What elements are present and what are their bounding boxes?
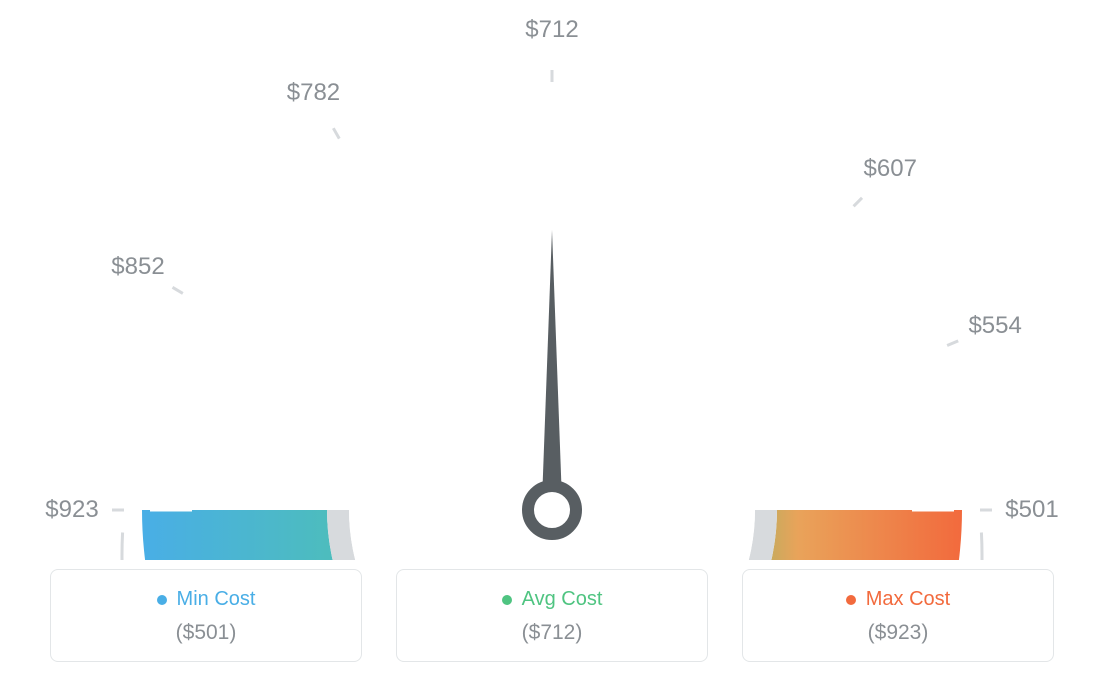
legend-card-avg: Avg Cost ($712): [396, 569, 708, 662]
legend-title-min: Min Cost: [157, 588, 256, 611]
legend-dot-max: [846, 595, 856, 605]
gauge-tick-label: $501: [1005, 496, 1058, 524]
gauge-tick-label: $554: [968, 312, 1021, 340]
legend-label-avg: Avg Cost: [522, 588, 603, 611]
gauge-tick: [851, 286, 886, 309]
gauge-tick: [415, 132, 429, 171]
gauge-tick: [622, 116, 630, 157]
legend-value-max: ($923): [753, 621, 1043, 645]
legend-card-min: Min Cost ($501): [50, 569, 362, 662]
legend: Min Cost ($501) Avg Cost ($712) Max Cost…: [0, 569, 1104, 662]
gauge-tick: [689, 138, 705, 177]
gauge-tick: [245, 250, 277, 277]
gauge-tick-label: $712: [525, 16, 578, 44]
gauge-tick: [205, 307, 241, 328]
gauge-tick: [751, 175, 774, 210]
gauge-tick: [157, 437, 198, 445]
legend-label-max: Max Cost: [866, 588, 950, 611]
gauge-needle: [543, 230, 562, 481]
legend-card-max: Max Cost ($923): [742, 569, 1054, 662]
gauge-chart: $501 $554 $607 $712 $782 $852 $923: [0, 0, 1104, 560]
gauge-svg: [0, 0, 1104, 560]
gauge-tick: [806, 225, 836, 255]
gauge-tick: [352, 161, 373, 197]
legend-label-min: Min Cost: [177, 588, 256, 611]
gauge-tick: [295, 201, 322, 233]
gauge-tick-label: $607: [864, 155, 917, 183]
gauge-tick-label: $782: [287, 79, 340, 107]
gauge-tick: [905, 431, 946, 439]
legend-dot-avg: [502, 595, 512, 605]
gauge-tick-label: $852: [111, 253, 164, 281]
legend-title-max: Max Cost: [846, 588, 950, 611]
legend-title-avg: Avg Cost: [502, 588, 603, 611]
gauge-tick: [884, 356, 923, 372]
legend-dot-min: [157, 595, 167, 605]
legend-value-avg: ($712): [407, 621, 697, 645]
legend-value-min: ($501): [61, 621, 351, 645]
gauge-needle-hub: [528, 486, 576, 534]
gauge-tick: [175, 370, 214, 385]
gauge-tick-label: $923: [45, 496, 98, 524]
gauge-tick: [483, 114, 490, 155]
